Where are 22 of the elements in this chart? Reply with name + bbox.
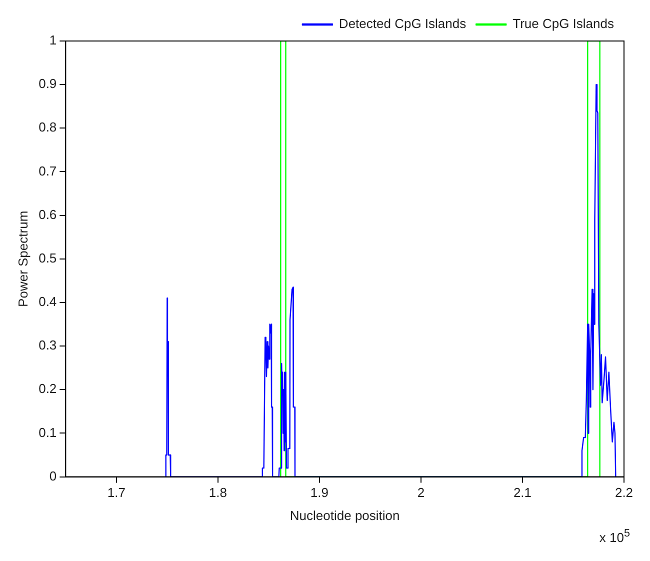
legend-label: True CpG Islands	[512, 16, 614, 32]
y-tick-label: 0.9	[38, 76, 57, 92]
x-tick-label: 1.7	[107, 485, 126, 500]
y-tick-label: 0.5	[38, 250, 57, 266]
text: x 10$^{5}$	[599, 528, 630, 546]
y-tick-label: 0.6	[38, 206, 57, 222]
x-axis-title: Nucleotide position	[290, 508, 400, 523]
y-tick-label: 1	[49, 32, 57, 48]
y-axis-title: Power Spectrum	[15, 210, 30, 307]
y-tick-label: 0.1	[38, 424, 57, 440]
y-tick-label: 0.4	[38, 294, 57, 310]
x-tick-label: 2	[417, 485, 425, 500]
legend-label: Detected CpG Islands	[338, 16, 467, 32]
y-tick-label: 0.3	[38, 338, 57, 353]
x-tick-label: 1.9	[310, 485, 328, 500]
x-tick-label: 2.2	[614, 485, 634, 500]
x-tick-label: 1.8	[208, 485, 227, 500]
x-tick-label: 2.1	[513, 485, 532, 500]
y-tick-label: 0	[49, 468, 57, 484]
y-tick-label: 0.7	[38, 163, 57, 178]
y-tick-label: 0.8	[38, 120, 57, 135]
y-tick-label: 0.2	[38, 381, 57, 396]
